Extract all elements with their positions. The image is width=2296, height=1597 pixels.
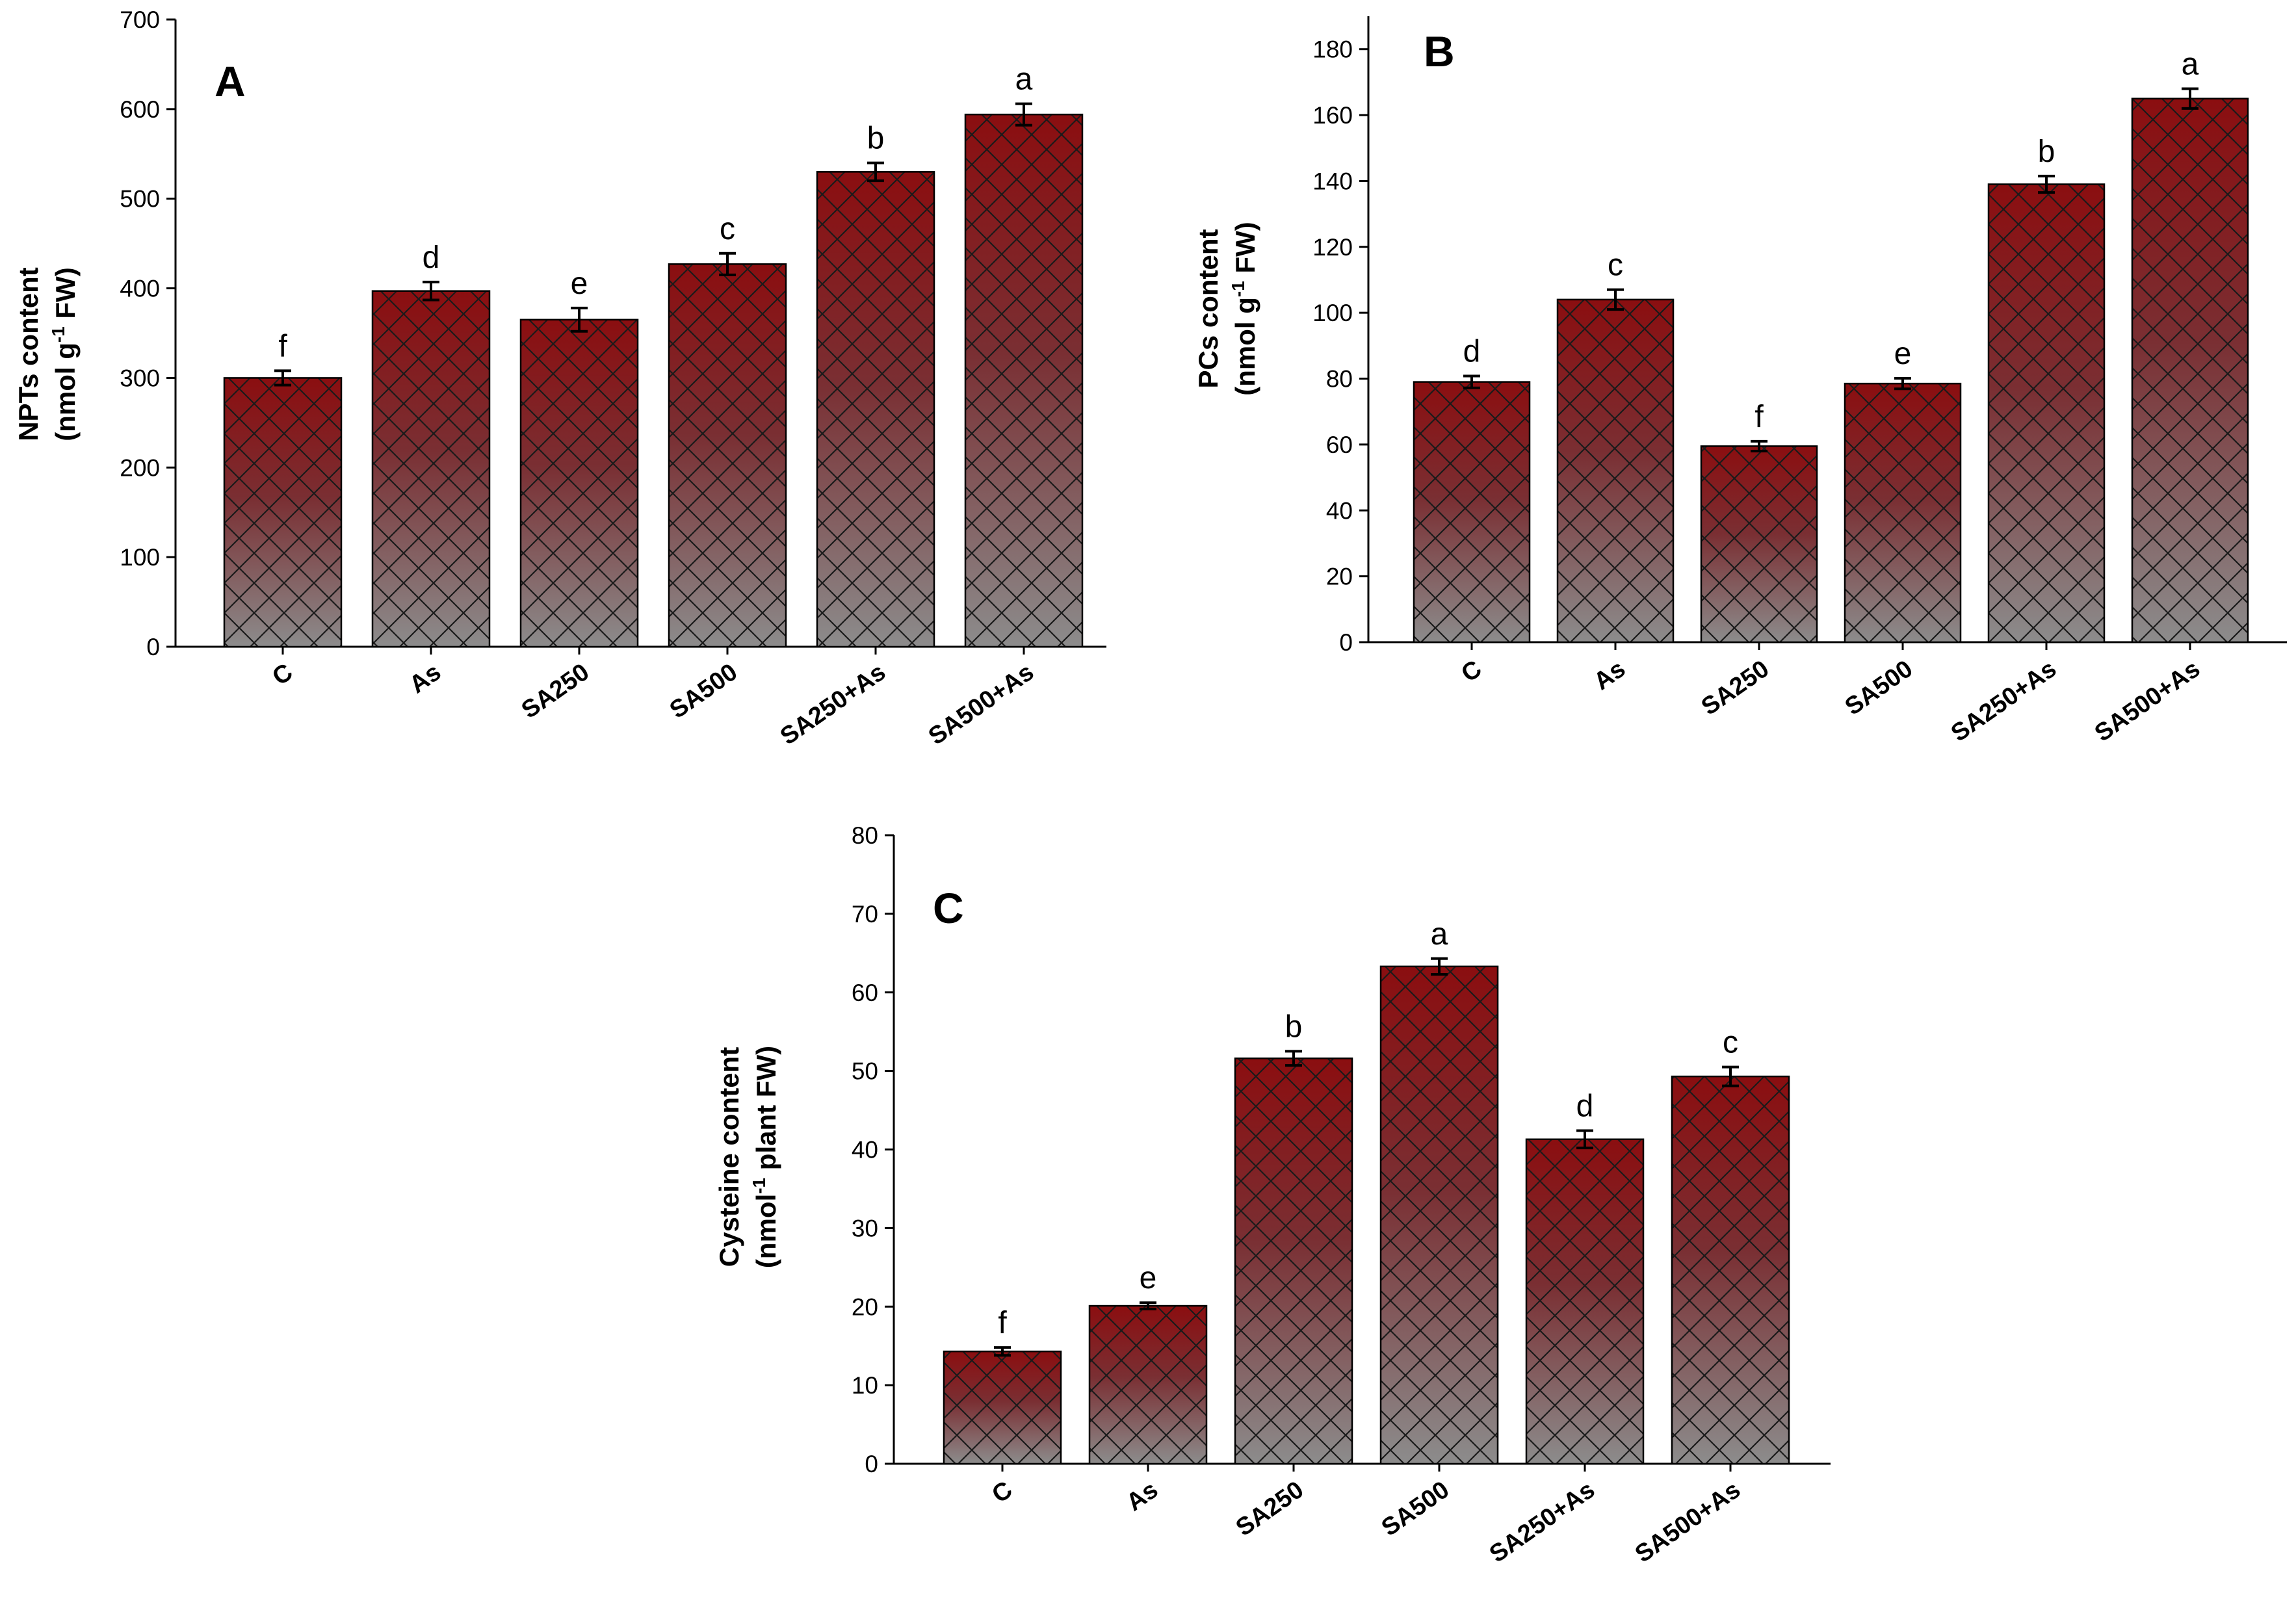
panel-c-sig-letter: a [1431, 917, 1448, 952]
panel-c-sig-letter: d [1576, 1089, 1594, 1123]
panel-c-category-label: As [1121, 1476, 1163, 1516]
panel-c-category-label: SA250+As [1485, 1476, 1600, 1568]
panel-b-y-tick-label: 0 [1339, 629, 1353, 656]
panel-c-bar-hatch [1525, 1138, 1645, 1465]
panel-c-sig-letter: b [1285, 1009, 1303, 1044]
panel-b-y-tick-label: 40 [1326, 497, 1353, 524]
panel-a-category-label: SA250 [517, 658, 594, 724]
panel-a-bar-hatch [223, 377, 343, 648]
panel-c-sig-letter: e [1140, 1261, 1157, 1295]
panel-c-category-label: C [987, 1476, 1018, 1509]
panel-a-sig-letter: b [867, 122, 885, 156]
panel-a-category-label: As [404, 658, 446, 699]
panel-b-y-tick-label: 20 [1326, 564, 1353, 590]
panel-a-y-tick-label: 100 [120, 544, 160, 571]
panel-b-bar-hatch [1556, 298, 1675, 643]
panel-b-y-tick-label: 140 [1312, 168, 1353, 194]
panel-a-sig-letter: e [571, 266, 588, 301]
panel-b-sig-letter: d [1463, 334, 1481, 369]
panel-b-y-tick-label: 60 [1326, 432, 1353, 458]
panel-a-y-tick-label: 400 [120, 276, 160, 302]
panel-c-bar-hatch [1088, 1305, 1208, 1465]
panel-b-y-tick-label: 160 [1312, 102, 1353, 129]
panel-a-sig-letter: c [720, 212, 735, 246]
panel-a-y-tick-label: 500 [120, 186, 160, 213]
panel-a-ylabel-line2: (nmol g-1 FW) [48, 267, 81, 441]
panel-b-sig-letter: c [1608, 248, 1623, 283]
panel-b-category-label: C [1457, 655, 1487, 688]
panel-c-bar-hatch [943, 1350, 1062, 1465]
panel-b-ylabel-line2: (nmol g-1 FW) [1228, 222, 1260, 396]
panel-b-category-label: SA250 [1697, 655, 1774, 721]
panel-c-sig-letter: c [1723, 1026, 1738, 1060]
panel-b-y-tick-label: 120 [1312, 234, 1353, 261]
panel-b-bar-hatch [1987, 183, 2106, 643]
panel-b-sig-letter: a [2182, 47, 2199, 82]
panel-c-category-label: SA250 [1231, 1476, 1309, 1542]
panel-a-y-tick-label: 0 [146, 634, 160, 660]
panel-b-bar-hatch [1700, 445, 1818, 643]
panel-b-y-tick-label: 180 [1312, 36, 1353, 63]
panel-b-sig-letter: e [1894, 337, 1912, 371]
panel-a-chart: A NPTs content (nmol g-1 FW) 0 100 200 300 4… [13, 6, 1106, 751]
panel-a-y-tick-label: 700 [120, 6, 160, 33]
panel-c-bar-hatch [1379, 965, 1499, 1465]
panel-a-category-label: SA250+As [776, 658, 891, 751]
panel-b-y-tick-label: 80 [1326, 366, 1353, 393]
panel-a-category-label: SA500 [665, 658, 742, 724]
panel-b-y-tick-label: 100 [1312, 300, 1353, 326]
panel-a-bar-hatch [964, 113, 1084, 648]
panel-c-y-tick-label: 30 [852, 1215, 878, 1241]
panel-c-y-tick-label: 40 [852, 1137, 878, 1163]
panel-a-bar-hatch [668, 263, 787, 648]
panel-c-y-tick-label: 60 [852, 980, 878, 1006]
panel-c-y-tick-label: 50 [852, 1058, 878, 1085]
panel-c-y-tick-label: 20 [852, 1293, 878, 1320]
panel-b-letter: B [1424, 27, 1455, 75]
panel-c-bar-hatch [1671, 1075, 1790, 1465]
panel-b-ylabel-line1: PCs content [1193, 229, 1223, 388]
panel-c-chart: C Cysteine content (nmol-1 plant FW) 0 10… [714, 822, 1831, 1568]
panel-a-letter: A [215, 57, 246, 105]
panel-a-y-tick-label: 600 [120, 96, 160, 123]
panel-b-category-label: SA250+As [1946, 655, 2061, 747]
panel-c-category-label: SA500 [1377, 1476, 1454, 1542]
panel-a-category-label: SA500+As [924, 658, 1039, 751]
panel-a-bar-hatch [816, 171, 935, 648]
panel-a-bar-hatch [519, 318, 639, 648]
panel-b-bar-hatch [1413, 381, 1531, 643]
panel-c-y-tick-label: 70 [852, 901, 878, 928]
panel-a-ylabel-line1: NPTs content [13, 267, 44, 441]
panel-c-y-tick-label: 10 [852, 1372, 878, 1399]
panel-a-category-label: C [268, 658, 298, 691]
panel-c-y-tick-label: 0 [865, 1451, 878, 1477]
panel-b-bar-hatch [2131, 97, 2249, 643]
panel-b-category-label: As [1589, 655, 1630, 695]
panel-a-y-tick-label: 300 [120, 365, 160, 391]
panel-a-sig-letter: d [423, 240, 440, 275]
panel-b-sig-letter: f [1755, 400, 1764, 434]
panel-c-y-tick-label: 80 [852, 822, 878, 849]
panel-c-sig-letter: f [998, 1306, 1007, 1340]
panel-b-sig-letter: b [2038, 135, 2055, 169]
panel-a-sig-letter: a [1015, 62, 1033, 97]
panel-b-category-label: SA500+As [2090, 655, 2205, 747]
panel-b-chart: B PCs content (nmol g-1 FW) 0 20 40 60 80 100… [1193, 16, 2287, 747]
panel-a-bar-hatch [371, 290, 491, 648]
panel-b-bar-hatch [1844, 382, 1962, 643]
panel-a-sig-letter: f [278, 329, 287, 363]
panel-c-ylabel-line1: Cysteine content [714, 1047, 744, 1267]
panel-c-bar-hatch [1234, 1058, 1353, 1465]
panel-b-category-label: SA500 [1840, 655, 1918, 721]
panel-c-ylabel-line2: (nmol-1 plant FW) [749, 1046, 781, 1268]
panel-c-letter: C [933, 884, 964, 932]
panel-a-y-tick-label: 200 [120, 454, 160, 481]
panel-c-category-label: SA500+As [1630, 1476, 1745, 1568]
